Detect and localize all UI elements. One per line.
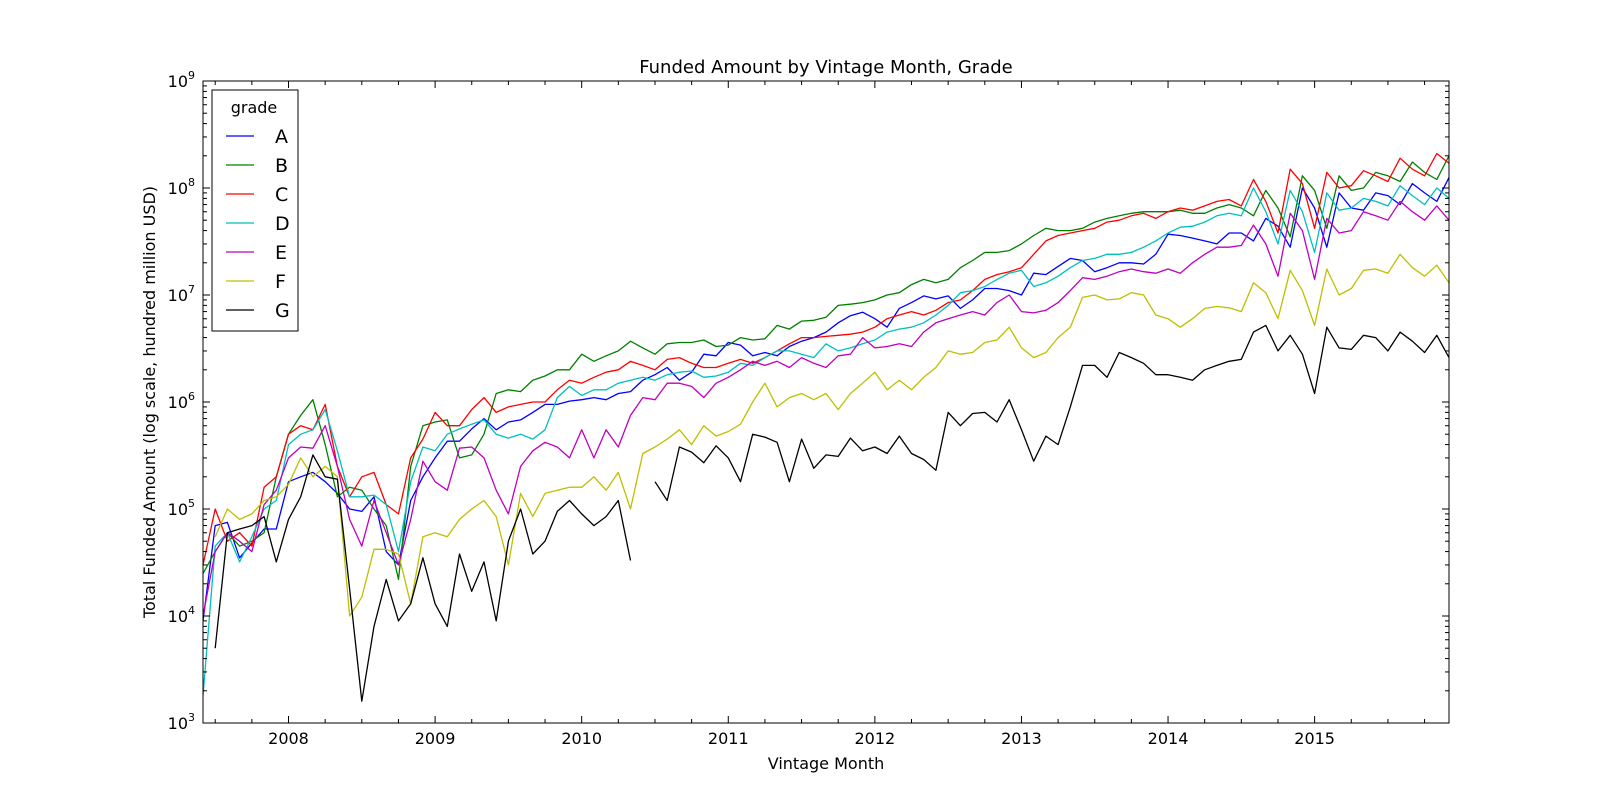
legend-title: grade [231,98,278,117]
x-tick-label: 2008 [268,729,309,748]
x-tick-label: 2012 [855,729,896,748]
legend-label-F: F [275,271,286,293]
series-line-E [203,200,1449,617]
series-layer [203,152,1449,702]
legend-label-B: B [275,155,288,177]
y-tick-label: 108 [168,176,195,198]
y-tick-label: 106 [168,390,195,412]
x-tick-label: 2015 [1294,729,1335,748]
y-tick-label: 107 [168,283,195,305]
legend-label-G: G [275,300,290,322]
x-tick-label: 2009 [415,729,456,748]
series-line-C [203,152,1449,566]
series-line-A [203,176,1449,621]
y-tick-label: 105 [168,497,195,519]
legend-box [211,89,299,332]
chart-title: Funded Amount by Vintage Month, Grade [639,57,1012,78]
series-line-F [214,253,1449,617]
series-line-G [214,324,1449,702]
x-axis-label: Vintage Month [768,754,885,773]
y-axis-label: Total Funded Amount (log scale, hundred … [140,186,159,619]
series-line-B [203,155,1449,581]
legend-label-A: A [275,126,288,148]
legend-label-E: E [275,242,287,264]
x-tick-label: 2014 [1148,729,1189,748]
series-line-D [203,185,1449,696]
ticks-layer: 2008 2009 2010 2011 2012 2013 2014 2015 103 104 10… [168,69,1449,748]
y-tick-label: 109 [168,69,195,91]
x-tick-label: 2011 [708,729,749,748]
legend-label-D: D [275,213,290,235]
legend-label-C: C [275,184,288,206]
x-tick-label: 2013 [1001,729,1042,748]
y-tick-label: 103 [168,711,195,733]
y-tick-label: 104 [168,604,195,626]
x-tick-label: 2010 [561,729,602,748]
